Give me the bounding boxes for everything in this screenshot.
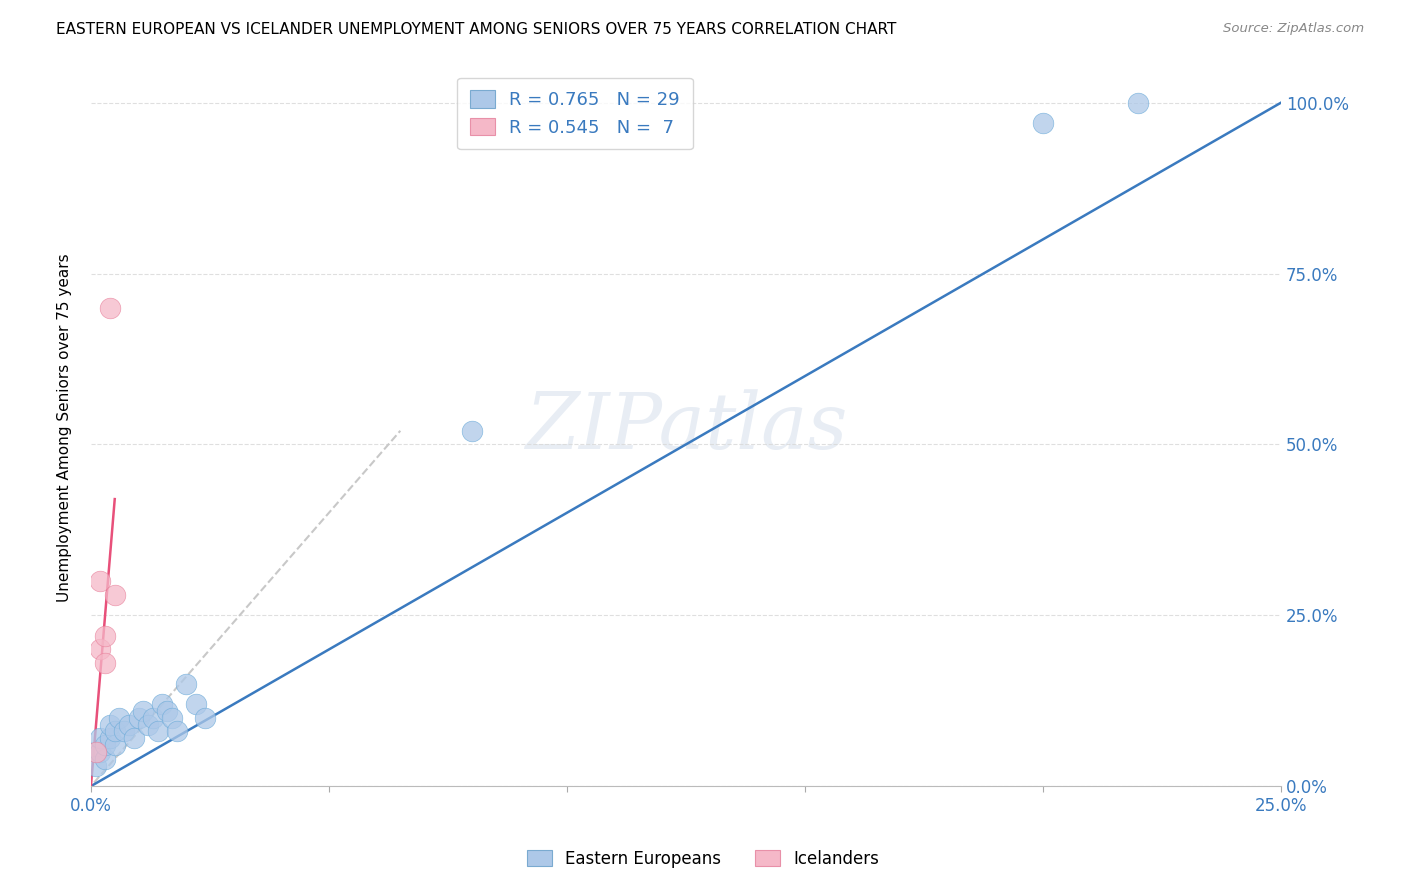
- Point: [98, 301, 121, 315]
- Point: [84, 745, 107, 759]
- Point: [94, 629, 117, 643]
- Text: Source: ZipAtlas.com: Source: ZipAtlas.com: [1223, 22, 1364, 36]
- Point: [84, 745, 107, 759]
- Point: [122, 731, 145, 746]
- Text: EASTERN EUROPEAN VS ICELANDER UNEMPLOYMENT AMONG SENIORS OVER 75 YEARS CORRELATI: EASTERN EUROPEAN VS ICELANDER UNEMPLOYME…: [56, 22, 897, 37]
- Point: [84, 758, 107, 772]
- Point: [118, 717, 141, 731]
- Point: [461, 424, 484, 438]
- Point: [104, 588, 127, 602]
- Point: [160, 711, 183, 725]
- Point: [94, 738, 117, 752]
- Point: [128, 711, 150, 725]
- Point: [94, 656, 117, 670]
- Point: [112, 724, 135, 739]
- Point: [166, 724, 188, 739]
- Point: [89, 642, 111, 657]
- Point: [104, 738, 127, 752]
- Point: [104, 724, 127, 739]
- Point: [89, 574, 111, 588]
- Legend: R = 0.765   N = 29, R = 0.545   N =  7: R = 0.765 N = 29, R = 0.545 N = 7: [457, 78, 693, 150]
- Point: [150, 697, 173, 711]
- Point: [1126, 95, 1149, 110]
- Point: [142, 711, 165, 725]
- Text: ZIPatlas: ZIPatlas: [524, 389, 848, 466]
- Point: [98, 731, 121, 746]
- Point: [146, 724, 169, 739]
- Point: [89, 731, 111, 746]
- Point: [98, 717, 121, 731]
- Point: [194, 711, 217, 725]
- Point: [89, 745, 111, 759]
- Point: [184, 697, 207, 711]
- Legend: Eastern Europeans, Icelanders: Eastern Europeans, Icelanders: [520, 844, 886, 875]
- Point: [136, 717, 159, 731]
- Point: [94, 752, 117, 766]
- Y-axis label: Unemployment Among Seniors over 75 years: Unemployment Among Seniors over 75 years: [58, 253, 72, 601]
- Point: [132, 704, 155, 718]
- Point: [108, 711, 131, 725]
- Point: [156, 704, 179, 718]
- Point: [174, 676, 197, 690]
- Point: [1032, 116, 1054, 130]
